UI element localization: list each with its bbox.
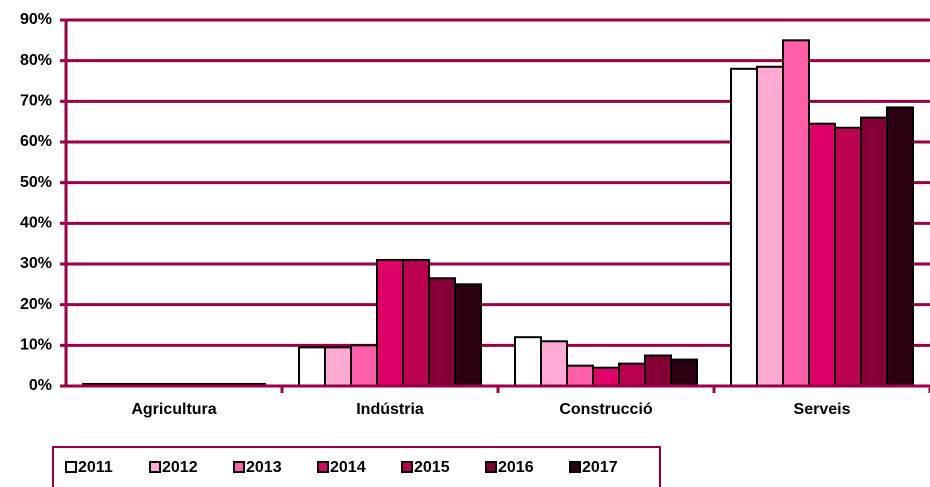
bar <box>808 122 836 387</box>
bar <box>428 277 456 388</box>
y-tick-label: 10% <box>20 337 52 354</box>
legend-label: 2011 <box>78 459 113 476</box>
bar <box>592 366 620 388</box>
y-tick-label: 0% <box>29 377 52 394</box>
legend-label: 2015 <box>414 459 450 476</box>
bar <box>540 340 568 387</box>
bar <box>566 364 594 387</box>
y-tick-label: 40% <box>20 215 52 232</box>
legend-label: 2016 <box>498 459 534 476</box>
y-tick-label: 30% <box>20 255 52 272</box>
legend-label: 2013 <box>246 459 282 476</box>
bar <box>886 106 914 388</box>
legend-swatch <box>485 461 497 473</box>
legend-label: 2014 <box>330 459 366 476</box>
bar <box>644 354 672 387</box>
legend-swatch <box>317 461 329 473</box>
y-tick-label: 90% <box>20 11 52 28</box>
bar <box>618 362 646 387</box>
bar <box>756 65 784 388</box>
x-tick-label: Indústria <box>356 401 424 418</box>
legend-swatch <box>149 461 161 473</box>
legend-swatch <box>569 461 581 473</box>
bar <box>834 126 862 388</box>
bar <box>730 67 758 388</box>
legend-label: 2012 <box>162 459 198 476</box>
legend-swatch <box>233 461 245 473</box>
bar <box>350 344 378 388</box>
y-tick-label: 20% <box>20 296 52 313</box>
bar <box>324 346 352 388</box>
bar <box>514 336 542 388</box>
y-tick-label: 70% <box>20 93 52 110</box>
y-tick-label: 50% <box>20 174 52 191</box>
bar <box>376 258 404 387</box>
legend-label: 2017 <box>582 459 618 476</box>
x-tick-label: Agricultura <box>131 401 216 418</box>
x-tick-label: Construcció <box>559 401 653 418</box>
bar <box>782 39 810 387</box>
x-tick-label: Serveis <box>794 401 851 418</box>
legend-swatch <box>401 461 413 473</box>
bar <box>454 283 482 388</box>
legend-swatch <box>65 461 77 473</box>
bar <box>670 358 698 388</box>
legend-box <box>52 446 661 487</box>
bar <box>402 258 430 387</box>
bar <box>298 346 326 388</box>
bar <box>860 116 888 387</box>
y-tick-label: 80% <box>20 52 52 69</box>
y-tick-label: 60% <box>20 133 52 150</box>
